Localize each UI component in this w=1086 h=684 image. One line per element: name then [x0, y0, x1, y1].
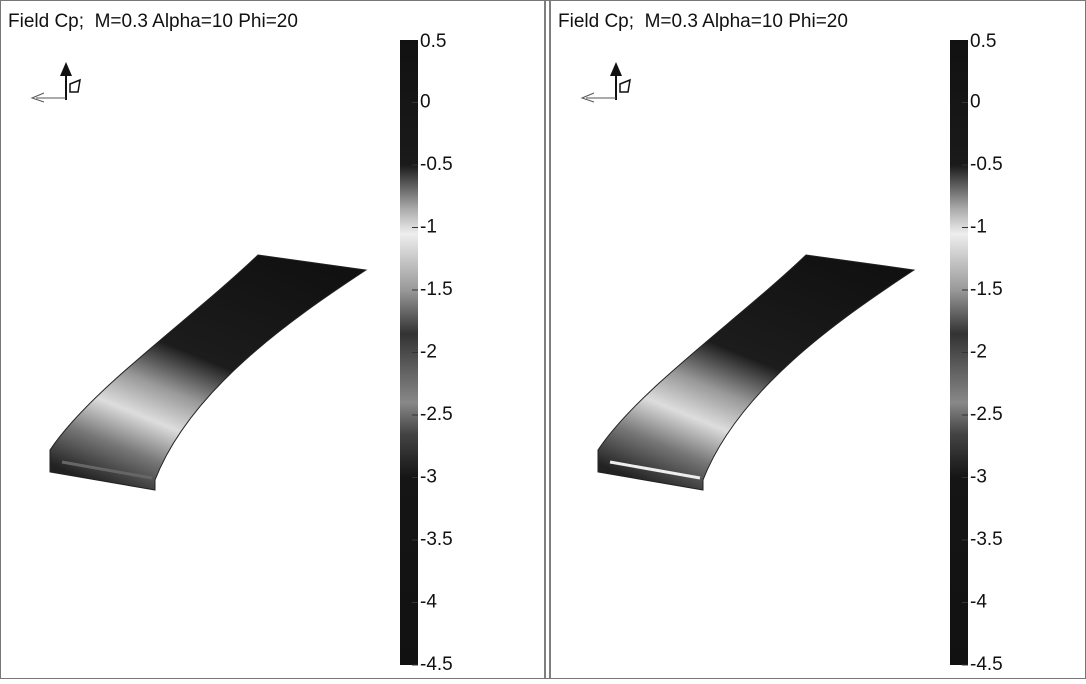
axis-z — [619, 78, 631, 93]
colorbar-tick-label: 0.5 — [970, 31, 996, 52]
wing-surface — [49, 254, 368, 491]
axis-x-head — [30, 92, 45, 103]
colorbar — [400, 40, 418, 665]
colorbar-tick-label: -3.5 — [420, 529, 453, 550]
colorbar-tick-label: -3 — [420, 467, 437, 488]
axis-y-head — [610, 62, 622, 76]
axis-x-head — [580, 92, 595, 103]
colorbar-tick-label: -2.5 — [420, 404, 453, 425]
colorbar — [950, 40, 968, 665]
panel-title: Field Cp; M=0.3 Alpha=10 Phi=20 — [8, 11, 298, 32]
colorbar-tick-label: -3 — [970, 467, 987, 488]
colorbar-tick-label: -2.5 — [970, 404, 1003, 425]
colorbar-tick-label: -1 — [970, 217, 987, 238]
wing-surface — [597, 254, 916, 491]
colorbar-tick-label: -0.5 — [420, 154, 453, 175]
colorbar-tick-label: -4 — [970, 592, 987, 613]
axis-y-head — [60, 62, 72, 76]
colorbar-tick-label: 0.5 — [420, 31, 446, 52]
colorbar-tick-label: 0 — [420, 92, 431, 113]
axis-z — [69, 78, 81, 93]
colorbar-tick-label: -4.5 — [420, 654, 453, 675]
colorbar-tick-label: -0.5 — [970, 154, 1003, 175]
colorbar-tick-label: -2 — [970, 342, 987, 363]
wing-edge — [609, 460, 701, 480]
colorbar-tick-label: -4 — [420, 592, 437, 613]
axis-icon — [30, 62, 81, 103]
panel-title: Field Cp; M=0.3 Alpha=10 Phi=20 — [558, 11, 848, 32]
colorbar-tick-label: -1.5 — [420, 279, 453, 300]
colorbar-tick-label: 0 — [970, 92, 981, 113]
colorbar-tick-label: -1 — [420, 217, 437, 238]
colorbar-tick-label: -4.5 — [970, 654, 1003, 675]
colorbar-tick-label: -2 — [420, 342, 437, 363]
colorbar-tick-label: -1.5 — [970, 279, 1003, 300]
colorbar-tick-label: -3.5 — [970, 529, 1003, 550]
panel: Field Cp; M=0.3 Alpha=10 Phi=20 0.5 0 -0.5 -… — [8, 11, 453, 675]
panel: Field Cp; M=0.3 Alpha=10 Phi=20 0.5 0 -0.5 -… — [558, 11, 1003, 675]
axis-icon — [580, 62, 631, 103]
wing-edge — [61, 460, 153, 480]
